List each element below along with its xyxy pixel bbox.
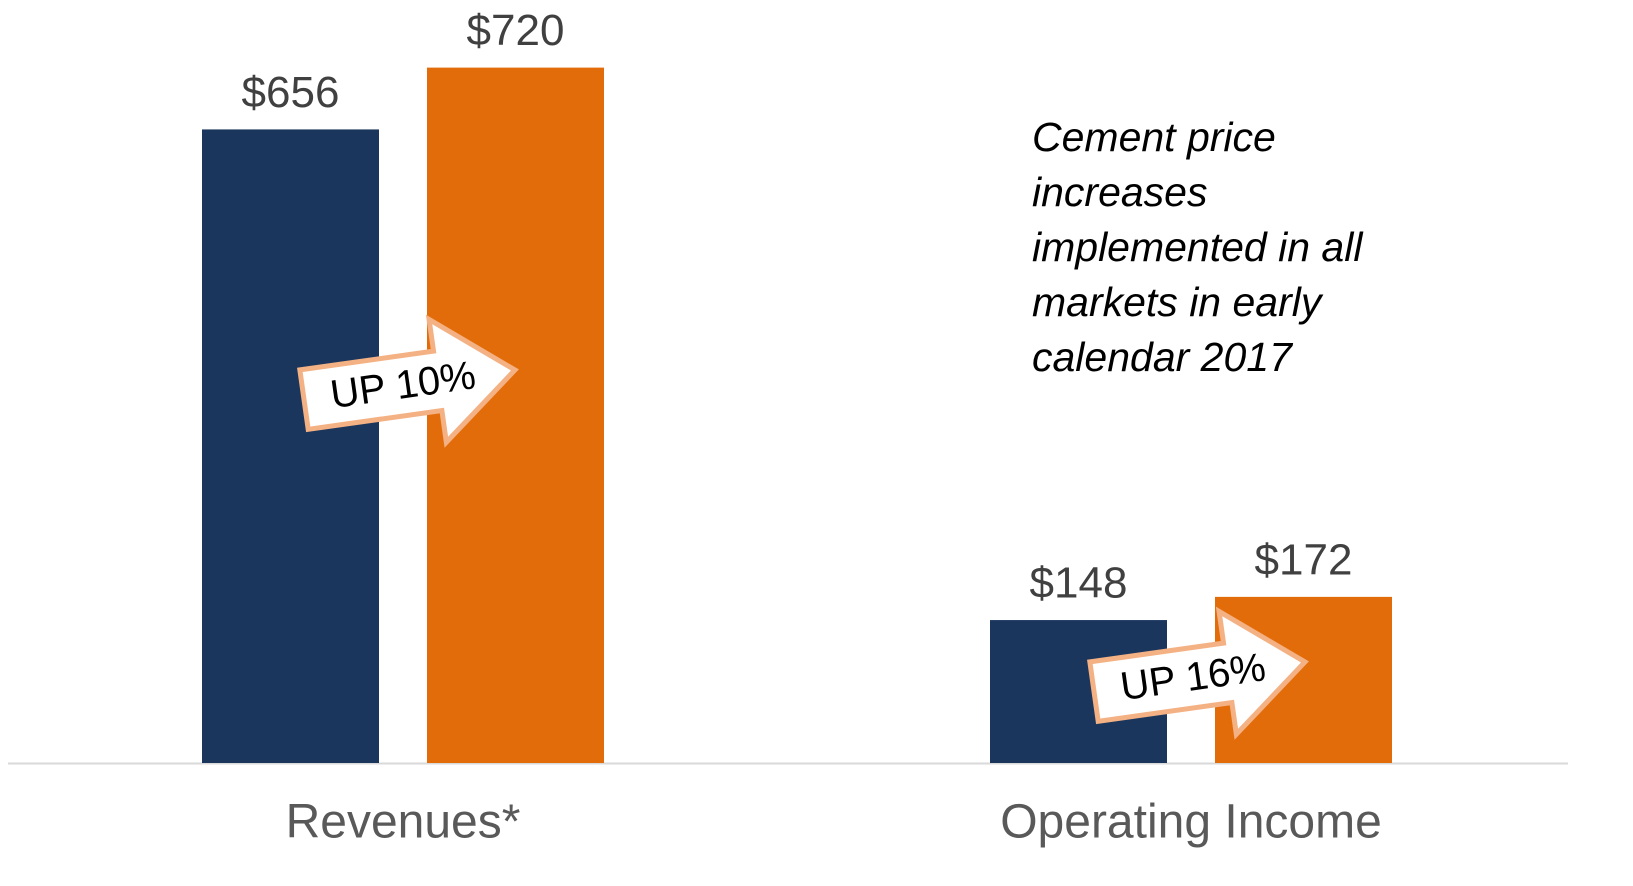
value-label: $656 [242,68,340,117]
note-line: markets in early [1032,279,1324,325]
value-label: $172 [1255,536,1353,585]
arrow-shape [297,314,519,448]
x-tick-label: Revenues* [286,796,521,849]
arrow: UP 16% [1087,606,1309,740]
note-line: implemented in all [1032,224,1364,270]
value-label: $720 [467,6,565,55]
note-line: calendar 2017 [1032,334,1294,380]
value-label: $148 [1030,559,1128,608]
bar [202,129,379,763]
arrow-shape [1087,606,1309,740]
arrow: UP 10% [297,314,519,448]
x-tick-label: Operating Income [1000,796,1382,849]
note-line: Cement price [1032,114,1276,160]
note: Cement price increases implemented in all m… [1032,114,1364,380]
note-line: increases [1032,169,1207,215]
